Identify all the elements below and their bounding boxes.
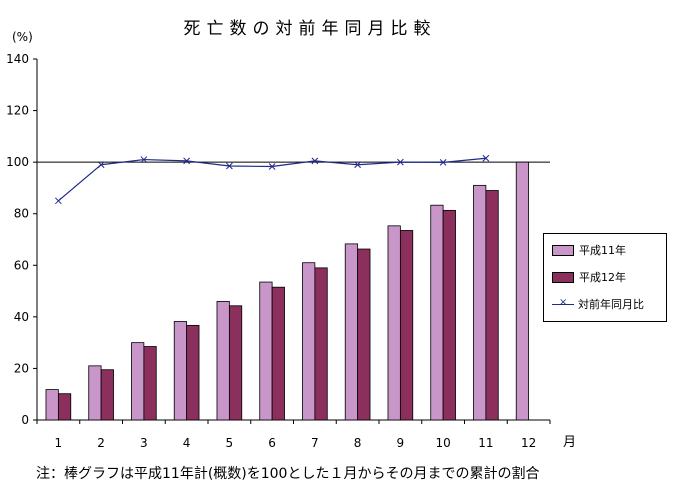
y-tick-label: 20 [14, 361, 29, 375]
bar-series-2 [399, 230, 414, 421]
x-tick-label: 1 [55, 436, 63, 450]
line-point-marker [482, 154, 490, 162]
bar-series-2 [57, 393, 72, 421]
bar-series-1 [515, 161, 530, 421]
chart-legend: 平成11年 平成12年 × 対前年同月比 [543, 233, 667, 322]
bar-series-2 [143, 346, 157, 421]
bar-series-2 [357, 248, 371, 421]
x-tick-label: 11 [478, 436, 493, 450]
bar-series-2 [100, 369, 114, 421]
bar-series-2 [485, 190, 499, 421]
line-point-marker [354, 161, 361, 169]
line-point-marker [226, 162, 233, 170]
bar-series-1 [473, 184, 487, 421]
chart-title: 死亡数の対前年同月比較 [183, 19, 437, 39]
bar-series-1 [45, 389, 59, 421]
x-tick-label: 7 [311, 436, 319, 450]
x-tick-label: 9 [397, 436, 405, 450]
legend-item-series-3: × 対前年同月比 [552, 297, 644, 311]
line-point-marker [55, 197, 62, 205]
y-axis-unit: (%) [12, 30, 33, 44]
legend-swatch-series-2 [552, 271, 574, 283]
legend-label-series-3: 対前年同月比 [578, 298, 644, 311]
y-tick-label: 60 [14, 258, 29, 272]
footnote: 注：棒グラフは平成11年計(概数)を100とした１月からその月までの累計の割合 [36, 466, 540, 482]
legend-item-series-1: 平成11年 [552, 243, 626, 257]
bar-series-2 [442, 209, 456, 421]
x-tick-label: 2 [97, 436, 105, 450]
x-tick-label: 5 [226, 436, 234, 450]
y-tick-label: 100 [6, 155, 29, 169]
y-tick-label: 120 [6, 104, 29, 118]
bar-series-1 [173, 321, 188, 421]
bar-series-1 [387, 225, 401, 421]
x-tick-label: 3 [140, 436, 148, 450]
y-tick-label: 140 [6, 52, 29, 66]
bar-series-1 [259, 281, 273, 421]
legend-item-series-2: 平成12年 [552, 270, 626, 284]
x-tick-label: 4 [183, 436, 191, 450]
line-point-marker [140, 156, 148, 163]
y-tick-label: 40 [14, 310, 29, 324]
legend-swatch-series-1 [552, 244, 574, 256]
y-tick-label: 80 [14, 207, 29, 221]
x-tick-label: 6 [268, 436, 276, 450]
bar-series-2 [186, 324, 200, 421]
line-point-marker [268, 163, 276, 170]
line-point-marker [183, 157, 190, 165]
x-tick-label: 12 [521, 436, 536, 450]
bar-series-1 [131, 342, 145, 421]
x-tick-label: 8 [354, 436, 362, 450]
bar-series-1 [430, 204, 444, 421]
line-point-marker [97, 161, 105, 169]
legend-label-series-1: 平成11年 [579, 244, 626, 257]
line-point-marker [311, 157, 319, 165]
bar-series-2 [271, 286, 285, 421]
line-series-yoy [57, 157, 486, 202]
legend-label-series-2: 平成12年 [579, 271, 626, 284]
line-point-marker [397, 158, 404, 166]
bar-series-2 [314, 267, 328, 421]
x-axis-unit: 月 [563, 435, 577, 450]
bar-series-1 [216, 300, 230, 421]
bar-series-1 [344, 243, 359, 421]
bar-series-2 [228, 305, 243, 421]
bar-series-1 [302, 262, 316, 421]
legend-line-marker-icon: × [552, 297, 574, 310]
bar-series-1 [88, 365, 102, 421]
x-tick-label: 10 [435, 436, 450, 450]
y-tick-label: 0 [21, 413, 29, 427]
line-point-marker [439, 159, 447, 166]
